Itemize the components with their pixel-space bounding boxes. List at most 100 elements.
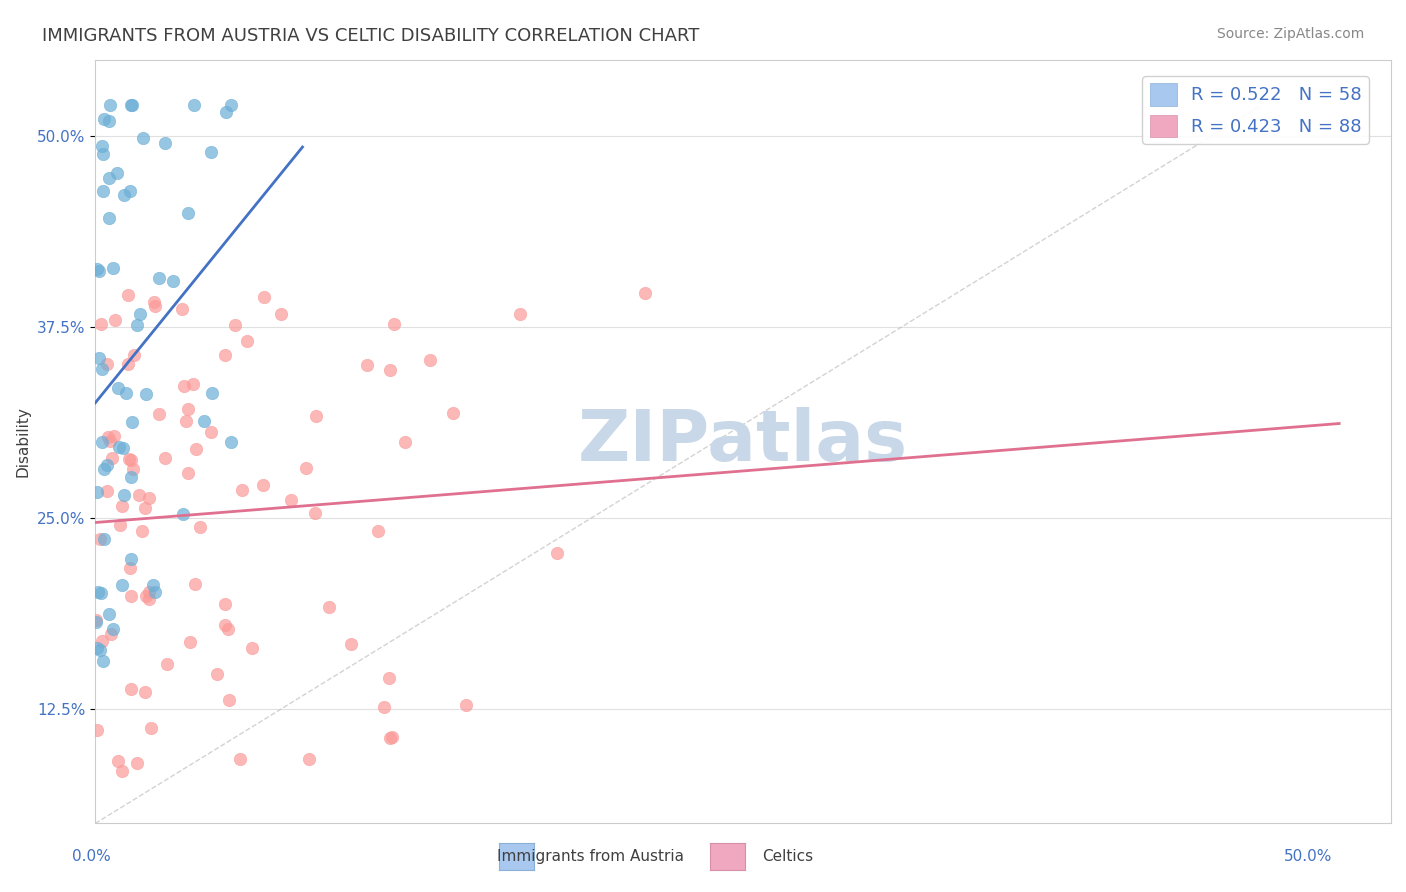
Celtics [318,599,340,614]
Immigrants from Austria [112,442,135,456]
Text: Immigrants from Austria: Immigrants from Austria [496,849,685,863]
Immigrants from Austria [91,654,114,668]
Celtics [381,731,404,745]
Celtics [96,483,118,498]
Celtics [217,622,239,636]
Immigrants from Austria [112,188,135,202]
Celtics [304,507,326,521]
Celtics [200,425,222,439]
Celtics [509,307,531,321]
Immigrants from Austria [93,462,115,476]
Text: ZIPatlas: ZIPatlas [578,407,908,476]
Y-axis label: Disability: Disability [15,406,30,477]
Celtics [111,499,134,513]
Celtics [120,453,142,467]
Celtics [127,756,149,770]
Immigrants from Austria [120,470,142,484]
Immigrants from Austria [87,263,110,277]
Celtics [103,429,125,443]
Immigrants from Austria [115,386,138,401]
Immigrants from Austria [120,184,142,198]
Immigrants from Austria [162,274,184,288]
Celtics [131,524,153,538]
Celtics [148,407,170,421]
Celtics [153,450,176,465]
Immigrants from Austria [86,262,108,277]
Celtics [117,288,139,302]
Immigrants from Austria [93,112,115,126]
Celtics [242,640,264,655]
Celtics [356,358,378,372]
Celtics [91,634,114,648]
Celtics [177,402,200,417]
Celtics [218,692,240,706]
Immigrants from Austria [111,578,134,592]
Celtics [419,353,441,368]
Celtics [181,376,204,391]
Immigrants from Austria [129,307,152,321]
Immigrants from Austria [120,551,142,566]
Celtics [138,584,160,599]
Immigrants from Austria [97,607,120,622]
Immigrants from Austria [200,145,222,159]
Immigrants from Austria [143,585,166,599]
Immigrants from Austria [101,261,124,276]
Celtics [179,635,201,649]
Celtics [139,721,162,735]
Celtics [121,462,143,476]
Celtics [298,752,321,766]
Text: Source: ZipAtlas.com: Source: ZipAtlas.com [1216,27,1364,41]
Immigrants from Austria [172,507,194,521]
Celtics [108,517,131,532]
Immigrants from Austria [142,578,165,592]
Celtics [224,318,246,332]
Celtics [96,357,118,371]
Celtics [382,317,405,331]
Celtics [373,699,395,714]
Celtics [86,723,108,738]
Immigrants from Austria [91,147,114,161]
Celtics [295,461,318,475]
Celtics [135,589,157,603]
Celtics [122,348,145,362]
Celtics [138,592,160,607]
Immigrants from Austria [98,211,121,226]
Immigrants from Austria [91,362,114,376]
Immigrants from Austria [132,130,155,145]
Celtics [367,524,389,538]
Immigrants from Austria [121,98,143,112]
Immigrants from Austria [153,136,176,150]
Celtics [378,363,401,377]
Immigrants from Austria [103,623,125,637]
Immigrants from Austria [96,458,118,472]
Celtics [100,450,122,465]
Celtics [228,752,250,766]
Immigrants from Austria [121,415,143,429]
Immigrants from Austria [193,413,215,427]
Celtics [339,637,361,651]
Celtics [98,434,121,449]
Celtics [252,478,274,492]
Celtics [231,483,253,498]
Celtics [100,627,122,641]
Celtics [111,764,134,779]
Celtics [120,560,142,574]
Text: 0.0%: 0.0% [72,849,111,863]
Celtics [378,731,401,746]
Immigrants from Austria [89,351,111,365]
Immigrants from Austria [84,615,107,629]
Immigrants from Austria [112,488,135,502]
Celtics [188,520,211,534]
Celtics [394,434,416,449]
Immigrants from Austria [105,166,128,180]
Immigrants from Austria [148,271,170,285]
Celtics [118,452,141,467]
Immigrants from Austria [91,185,114,199]
Celtics [634,286,657,301]
Celtics [184,442,207,456]
Immigrants from Austria [177,206,200,220]
Celtics [253,290,276,304]
Celtics [156,657,179,671]
Celtics [214,597,236,611]
Celtics [214,618,236,632]
